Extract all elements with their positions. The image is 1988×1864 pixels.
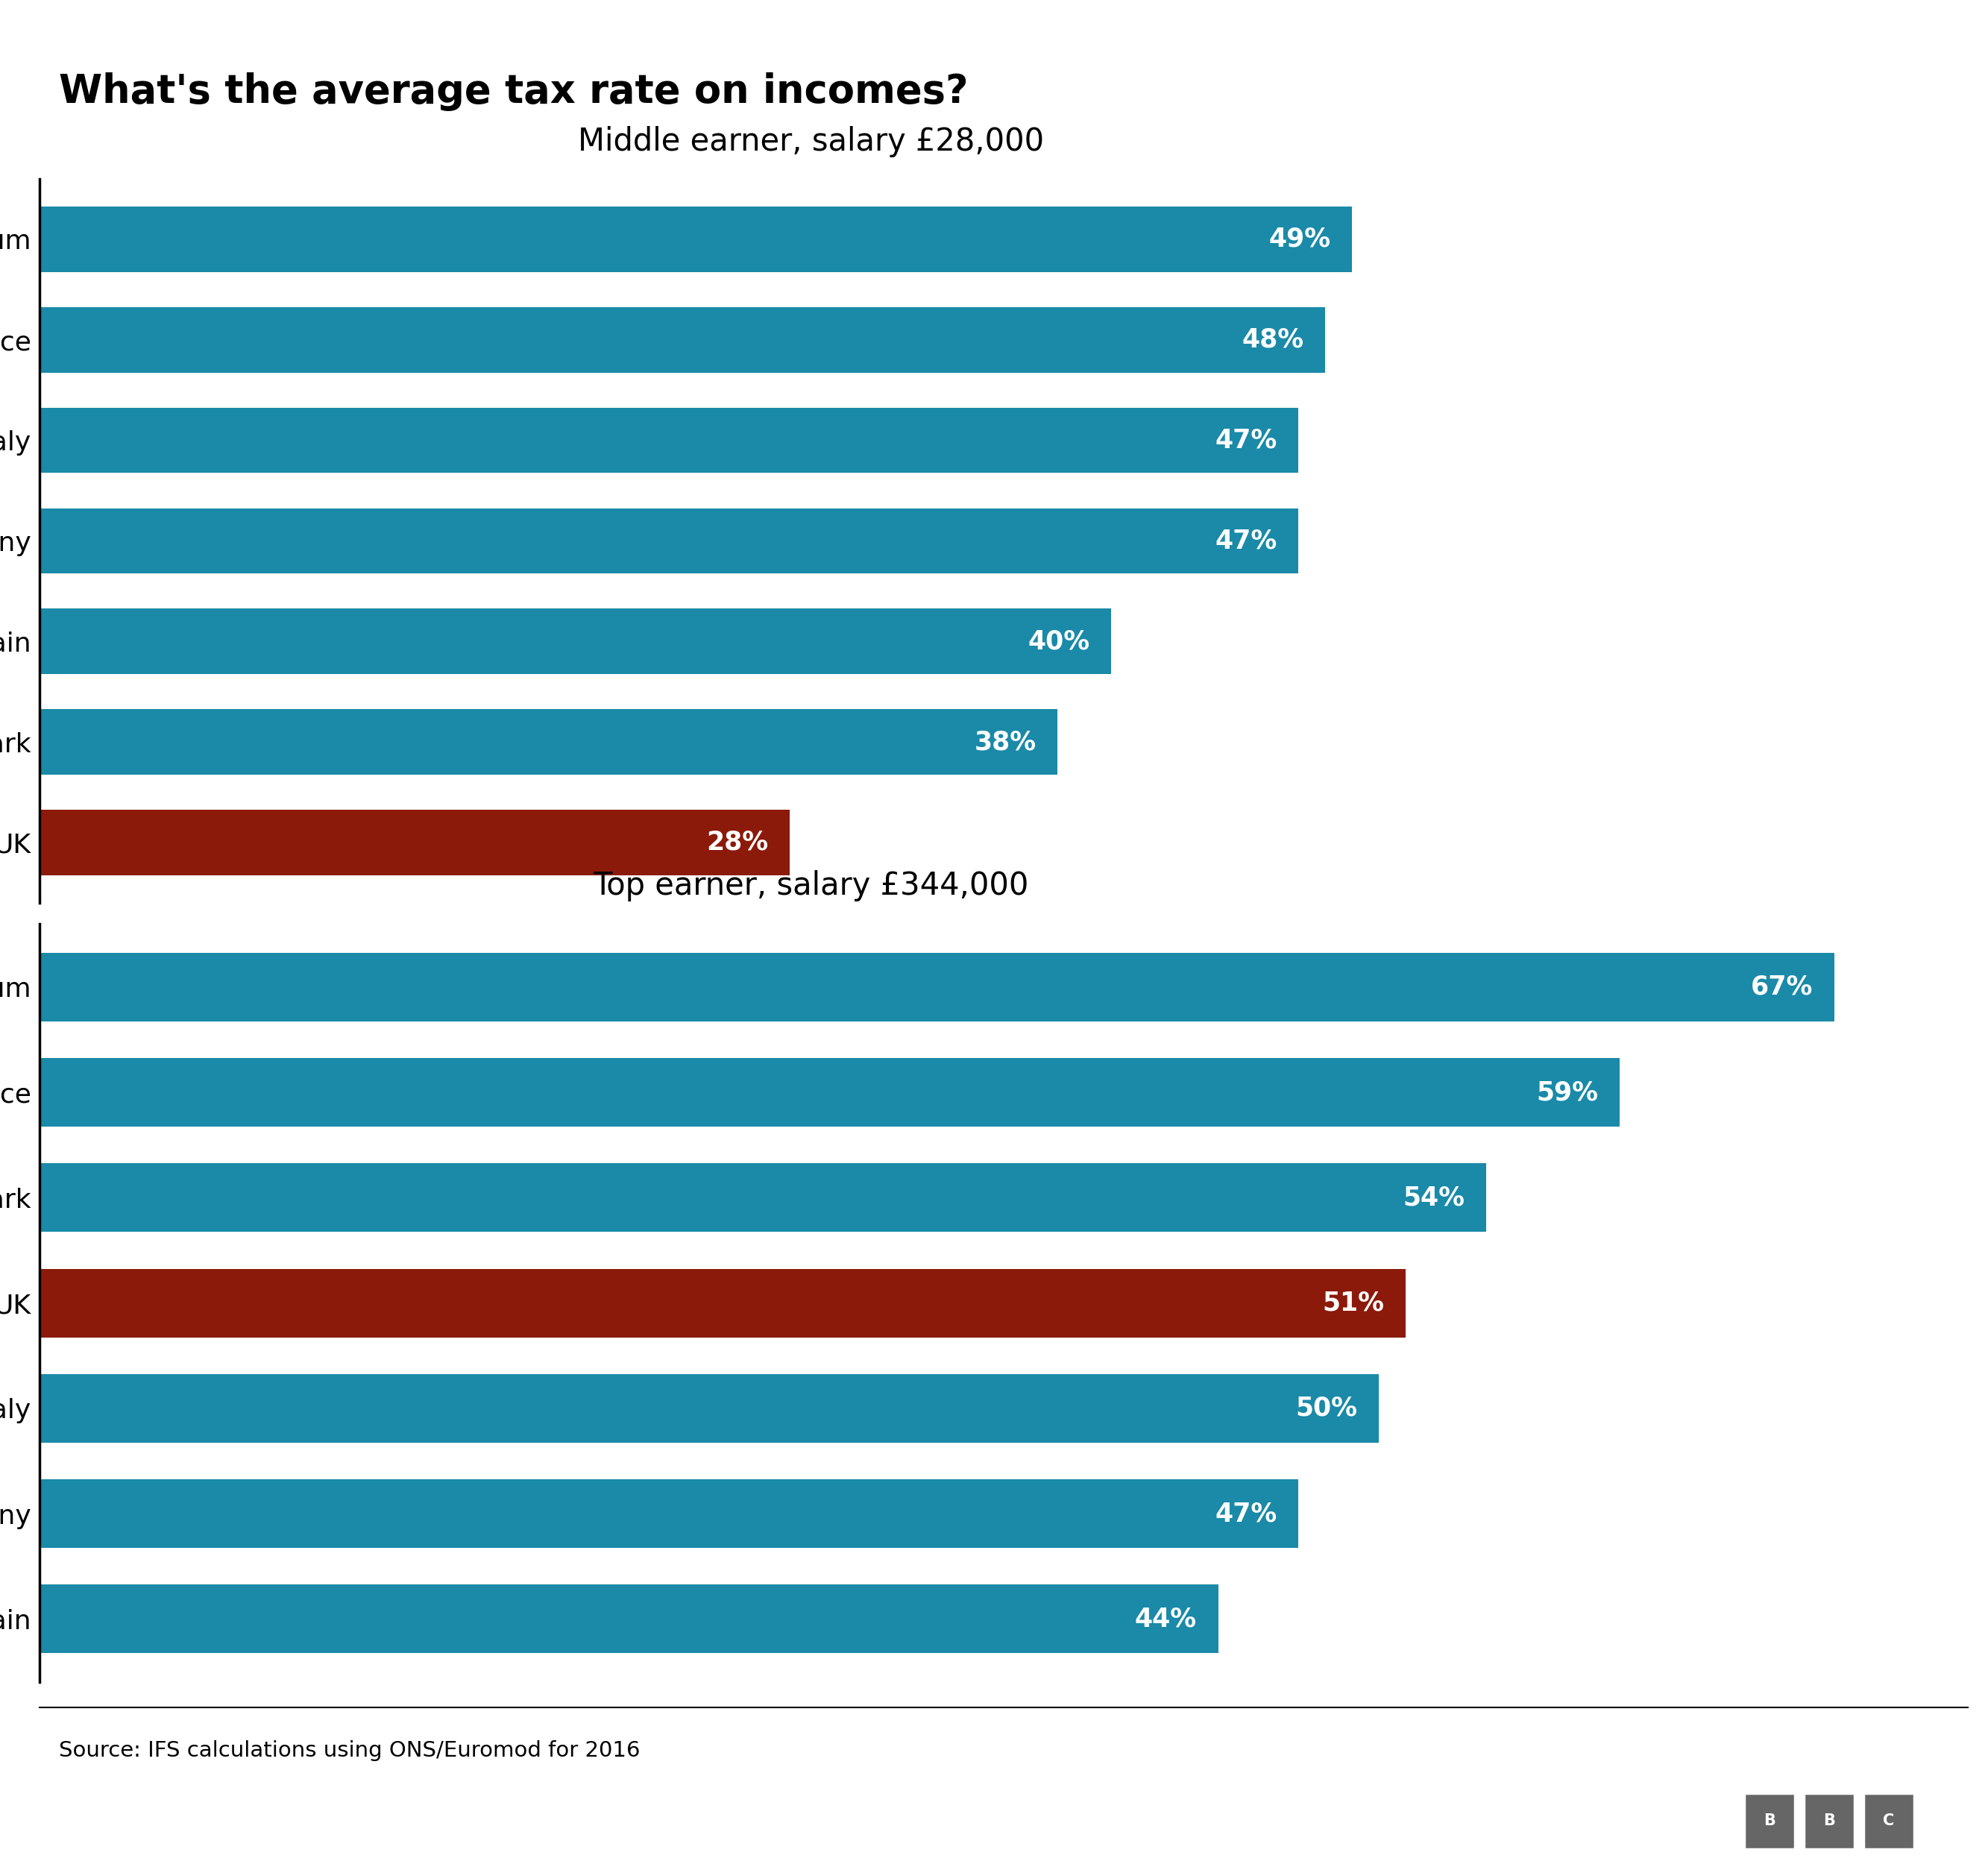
Bar (40, 308, 1326, 373)
Bar (1803, 1793, 1855, 1849)
Text: Top earner, salary £344,000: Top earner, salary £344,000 (592, 870, 1030, 900)
Text: 59%: 59% (1537, 1079, 1598, 1105)
Text: 47%: 47% (1215, 1501, 1276, 1527)
Bar (40, 710, 1058, 775)
Bar (40, 1163, 1485, 1232)
Bar (40, 610, 1111, 675)
Text: Source: IFS calculations using ONS/Euromod for 2016: Source: IFS calculations using ONS/Eurom… (60, 1741, 640, 1761)
Bar (40, 809, 789, 876)
Text: Middle earner, salary £28,000: Middle earner, salary £28,000 (579, 127, 1044, 157)
Text: 38%: 38% (974, 729, 1036, 755)
Bar (40, 207, 1352, 272)
Text: B: B (1763, 1814, 1775, 1829)
Bar (40, 1584, 1219, 1653)
Text: 28%: 28% (706, 829, 767, 856)
Text: What's the average tax rate on incomes?: What's the average tax rate on incomes? (60, 73, 968, 112)
Bar (1743, 1793, 1795, 1849)
Text: B: B (1823, 1814, 1835, 1829)
Text: 47%: 47% (1215, 427, 1276, 453)
Text: 54%: 54% (1404, 1186, 1465, 1210)
Bar (40, 1059, 1620, 1126)
Bar (1863, 1793, 1914, 1849)
Bar (40, 1374, 1380, 1443)
Text: 48%: 48% (1242, 328, 1304, 352)
Bar (40, 408, 1298, 473)
Text: 47%: 47% (1215, 528, 1276, 554)
Text: C: C (1883, 1814, 1895, 1829)
Bar (40, 1480, 1298, 1547)
Text: 51%: 51% (1322, 1290, 1384, 1316)
Text: 40%: 40% (1028, 628, 1089, 654)
Bar (40, 1269, 1406, 1336)
Bar (40, 953, 1835, 1021)
Text: 50%: 50% (1296, 1396, 1358, 1420)
Bar (40, 509, 1298, 574)
Text: 49%: 49% (1268, 227, 1330, 252)
Text: 44%: 44% (1135, 1607, 1197, 1631)
Text: 67%: 67% (1751, 975, 1813, 999)
